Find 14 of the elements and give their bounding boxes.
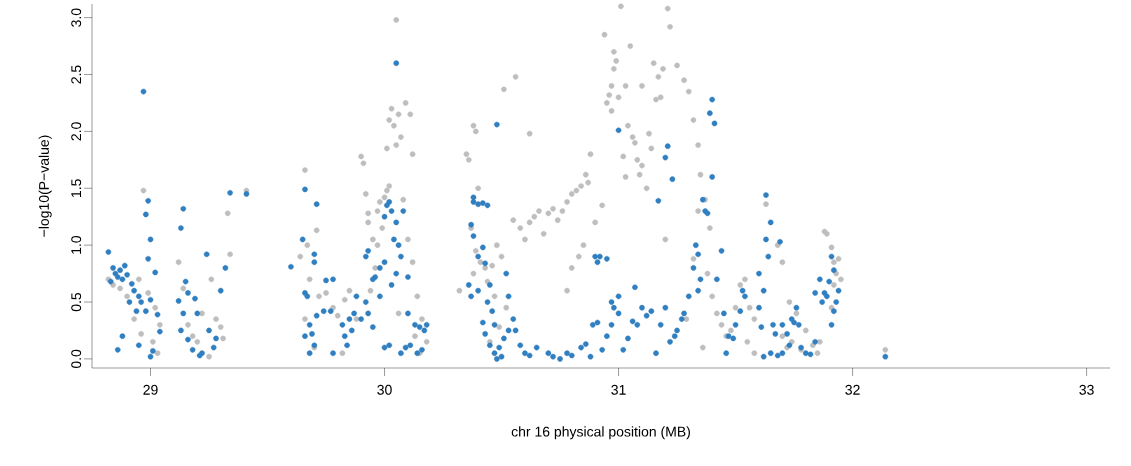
y-tick-label: 0.5 bbox=[71, 292, 82, 312]
y-tick-label: 3.0 bbox=[71, 8, 82, 27]
y-tick-label: 2.0 bbox=[71, 122, 82, 141]
x-tick-label: 29 bbox=[143, 384, 158, 395]
y-tick-label: 0.0 bbox=[71, 349, 82, 369]
y-tick-label: 2.5 bbox=[71, 65, 82, 84]
y-tick-label: 1.5 bbox=[71, 179, 82, 197]
y-tick-label: 1.0 bbox=[71, 235, 82, 254]
x-tick-label: 32 bbox=[845, 384, 860, 395]
x-tick-label: 33 bbox=[1079, 384, 1094, 395]
x-tick-label: 31 bbox=[611, 384, 626, 395]
x-axis-title: chr 16 physical position (MB) bbox=[511, 426, 690, 440]
x-tick-label: 30 bbox=[377, 384, 392, 395]
y-axis-title: −log10(P−value) bbox=[38, 135, 52, 237]
